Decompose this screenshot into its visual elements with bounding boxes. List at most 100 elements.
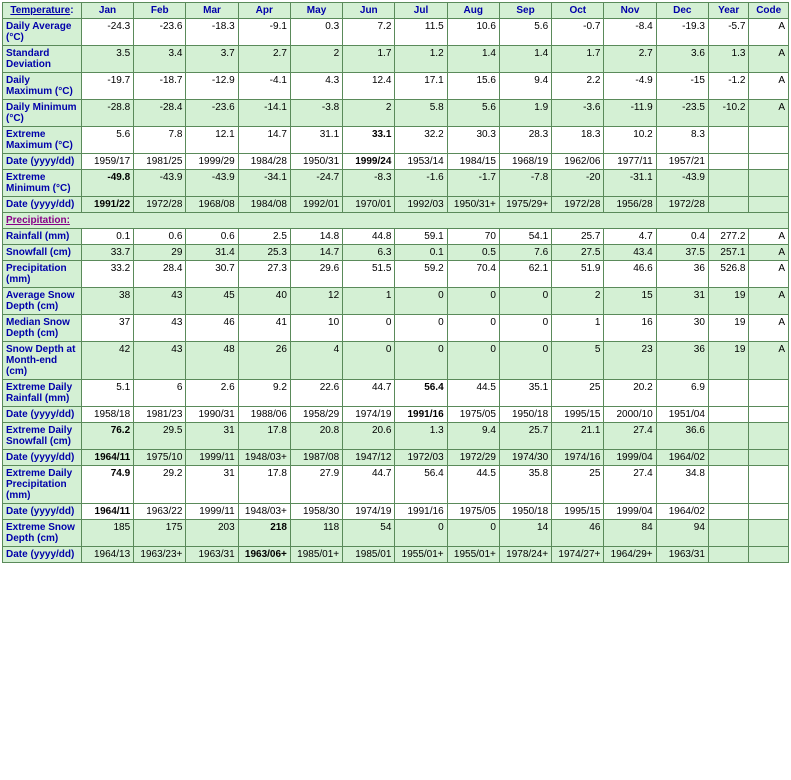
data-cell: 1964/29+ [604, 547, 656, 563]
data-cell [708, 520, 749, 547]
table-row: Rainfall (mm)0.10.60.62.514.844.859.1705… [3, 229, 789, 245]
data-cell: 48 [186, 342, 238, 380]
data-cell: 3.5 [81, 46, 133, 73]
data-cell: 1988/06 [238, 407, 290, 423]
header-code: Code [749, 3, 789, 19]
data-cell: 54 [343, 520, 395, 547]
data-cell [749, 154, 789, 170]
data-cell: 185 [81, 520, 133, 547]
row-label: Date (yyyy/dd) [3, 450, 82, 466]
data-cell: 0 [447, 520, 499, 547]
data-cell: 16 [604, 315, 656, 342]
data-cell: 28.3 [499, 127, 551, 154]
data-cell: 1.3 [708, 46, 749, 73]
table-row: Extreme Minimum (°C)-49.8-43.9-43.9-34.1… [3, 170, 789, 197]
data-cell: 1968/08 [186, 197, 238, 213]
header-row: Temperature:JanFebMarAprMayJunJulAugSepO… [3, 3, 789, 19]
data-cell [749, 170, 789, 197]
data-cell: 30.7 [186, 261, 238, 288]
data-cell: 1964/11 [81, 450, 133, 466]
data-cell: 27.3 [238, 261, 290, 288]
data-cell: 218 [238, 520, 290, 547]
data-cell: 31 [186, 423, 238, 450]
data-cell: -3.8 [290, 100, 342, 127]
data-cell: 5 [552, 342, 604, 380]
temperature-link[interactable]: Temperature [10, 5, 70, 16]
data-cell: -14.1 [238, 100, 290, 127]
data-cell: -5.7 [708, 19, 749, 46]
data-cell: 1999/24 [343, 154, 395, 170]
data-cell: 175 [134, 520, 186, 547]
data-cell: -28.8 [81, 100, 133, 127]
data-cell: 1972/28 [552, 197, 604, 213]
data-cell: 36.6 [656, 423, 708, 450]
data-cell: -1.7 [447, 170, 499, 197]
data-cell: 2.7 [604, 46, 656, 73]
data-cell: -4.1 [238, 73, 290, 100]
data-cell: 7.2 [343, 19, 395, 46]
header-temperature: Temperature: [3, 3, 82, 19]
data-cell [749, 407, 789, 423]
data-cell: -49.8 [81, 170, 133, 197]
data-cell: 0.6 [134, 229, 186, 245]
data-cell: 1955/01+ [395, 547, 447, 563]
data-cell: 5.6 [447, 100, 499, 127]
data-cell: 1963/22 [134, 504, 186, 520]
table-row: Date (yyyy/dd)1958/181981/231990/311988/… [3, 407, 789, 423]
data-cell: -23.6 [186, 100, 238, 127]
data-cell: 44.8 [343, 229, 395, 245]
data-cell: 1964/13 [81, 547, 133, 563]
data-cell: 1957/21 [656, 154, 708, 170]
data-cell: 1975/29+ [499, 197, 551, 213]
data-cell: 29.6 [290, 261, 342, 288]
data-cell [749, 504, 789, 520]
table-row: Precipitation (mm)33.228.430.727.329.651… [3, 261, 789, 288]
data-cell: 1950/31+ [447, 197, 499, 213]
data-cell: 9.4 [447, 423, 499, 450]
data-cell: 0 [343, 342, 395, 380]
row-label: Extreme Daily Snowfall (cm) [3, 423, 82, 450]
data-cell: 1.3 [395, 423, 447, 450]
row-label: Median Snow Depth (cm) [3, 315, 82, 342]
data-cell: 0 [447, 315, 499, 342]
data-cell: 1995/15 [552, 504, 604, 520]
section-precipitation: Precipitation: [3, 213, 789, 229]
data-cell: 0.1 [395, 245, 447, 261]
data-cell: -0.7 [552, 19, 604, 46]
data-cell: 30 [656, 315, 708, 342]
data-cell: 1985/01+ [290, 547, 342, 563]
data-cell: 32.2 [395, 127, 447, 154]
data-cell: 1978/24+ [499, 547, 551, 563]
table-row: Extreme Snow Depth (cm)18517520321811854… [3, 520, 789, 547]
table-row: Median Snow Depth (cm)374346411000001163… [3, 315, 789, 342]
header-dec: Dec [656, 3, 708, 19]
data-cell: -1.6 [395, 170, 447, 197]
data-cell: 4 [290, 342, 342, 380]
data-cell: 25.7 [552, 229, 604, 245]
data-cell: 1999/04 [604, 504, 656, 520]
header-feb: Feb [134, 3, 186, 19]
data-cell: 11.5 [395, 19, 447, 46]
data-cell [708, 127, 749, 154]
data-cell: 41 [238, 315, 290, 342]
data-cell: 27.5 [552, 245, 604, 261]
data-cell: 35.8 [499, 466, 551, 504]
data-cell: 29 [134, 245, 186, 261]
data-cell: 1.9 [499, 100, 551, 127]
data-cell [749, 423, 789, 450]
table-row: Snowfall (cm)33.72931.425.314.76.30.10.5… [3, 245, 789, 261]
row-label: Extreme Maximum (°C) [3, 127, 82, 154]
data-cell: 2 [343, 100, 395, 127]
data-cell: -9.1 [238, 19, 290, 46]
data-cell: 2 [290, 46, 342, 73]
data-cell: A [749, 245, 789, 261]
data-cell: 25.7 [499, 423, 551, 450]
data-cell: 6 [134, 380, 186, 407]
data-cell: 1999/11 [186, 504, 238, 520]
data-cell: 33.1 [343, 127, 395, 154]
data-cell: 5.6 [81, 127, 133, 154]
data-cell: 70.4 [447, 261, 499, 288]
data-cell: 1948/03+ [238, 504, 290, 520]
data-cell: 26 [238, 342, 290, 380]
data-cell: 9.2 [238, 380, 290, 407]
